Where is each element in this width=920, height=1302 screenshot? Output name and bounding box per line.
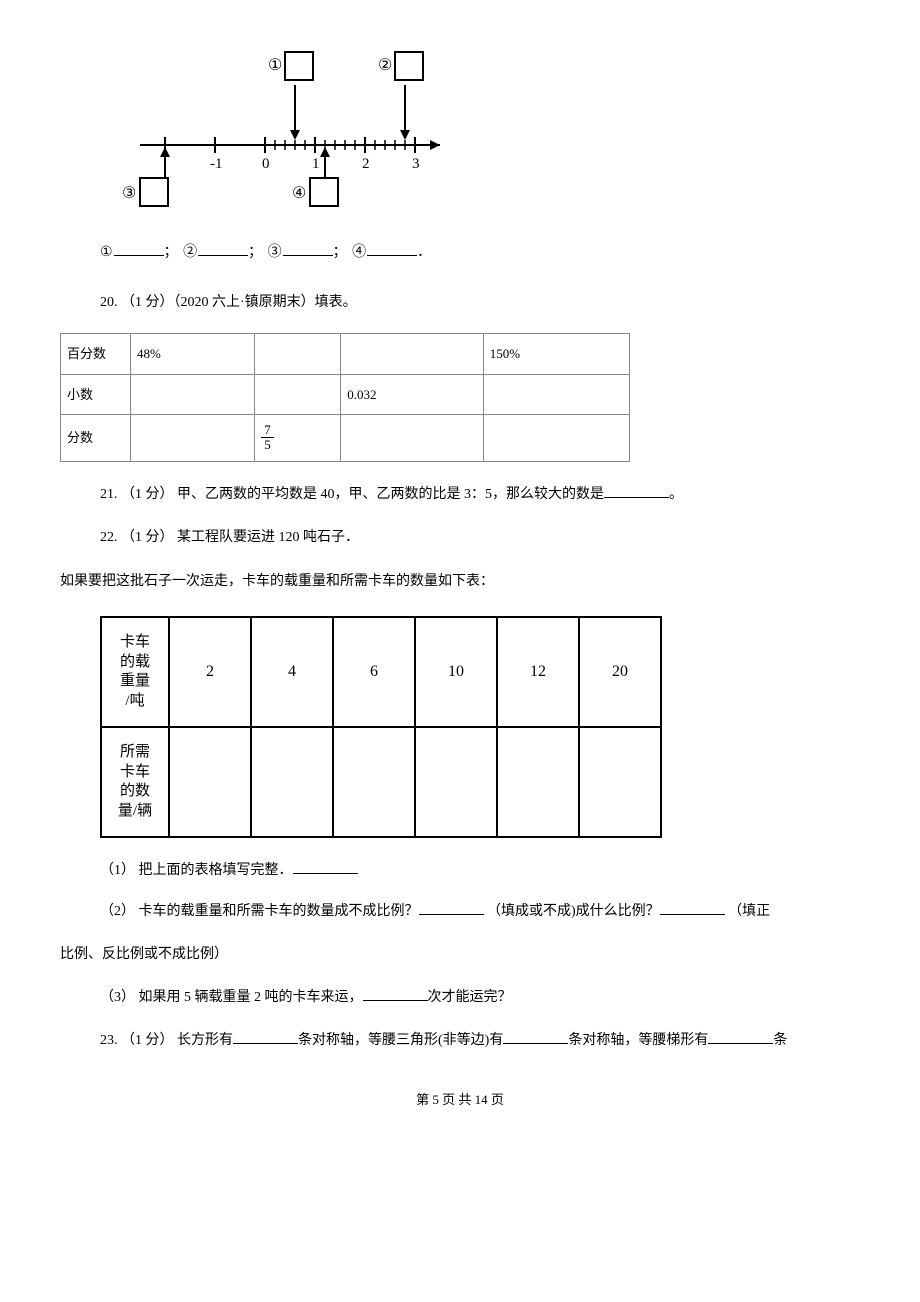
q20-cell[interactable] bbox=[483, 415, 629, 462]
q22-cell: 12 bbox=[497, 617, 579, 727]
marker-1-label: ① bbox=[268, 57, 282, 74]
q22-cell: 2 bbox=[169, 617, 251, 727]
q22-label: 22. （1 分） 某工程队要运进 120 吨石子． bbox=[100, 525, 860, 550]
q20-cell-fraction: 75 bbox=[255, 415, 341, 462]
axis-label-1: 1 bbox=[312, 156, 320, 172]
q22-sub2-blank1[interactable] bbox=[419, 901, 484, 915]
q22-table: 卡车的载重量/吨 2 4 6 10 12 20 所需卡车的数量/辆 bbox=[100, 616, 662, 838]
label-1: ① bbox=[100, 245, 114, 260]
q22-sub3: （3） 如果用 5 辆载重量 2 吨的卡车来运，次才能运完？ bbox=[100, 985, 860, 1010]
q20-row-header-1: 小数 bbox=[61, 374, 131, 414]
q20-table: 百分数 48% 150% 小数 0.032 分数 75 bbox=[60, 333, 630, 461]
q20-cell[interactable] bbox=[483, 374, 629, 414]
q21: 21. （1 分） 甲、乙两数的平均数是 40，甲、乙两数的比是 3：5，那么较… bbox=[100, 482, 860, 507]
q22-sub3-blank[interactable] bbox=[363, 987, 428, 1001]
q22-desc: 如果要把这批石子一次运走，卡车的载重量和所需卡车的数量如下表： bbox=[60, 568, 860, 596]
q22-sub1-blank[interactable] bbox=[293, 860, 358, 874]
q22-cell: 6 bbox=[333, 617, 415, 727]
q19-fill-blanks: ①； ②； ③； ④． bbox=[100, 240, 860, 265]
q20-cell[interactable] bbox=[341, 415, 484, 462]
q22-row2-header: 所需卡车的数量/辆 bbox=[101, 727, 169, 837]
q20-cell[interactable] bbox=[131, 415, 255, 462]
q22-cell[interactable] bbox=[497, 727, 579, 837]
q23: 23. （1 分） 长方形有条对称轴，等腰三角形(非等边)有条对称轴，等腰梯形有… bbox=[100, 1028, 860, 1053]
q22-sub2-line2: 比例、反比例或不成比例） bbox=[60, 941, 860, 969]
marker-2-label: ② bbox=[378, 57, 392, 74]
axis-label-2: 2 bbox=[362, 156, 370, 172]
q20-cell: 0.032 bbox=[341, 374, 484, 414]
marker-3-label: ③ bbox=[122, 185, 136, 202]
q22-cell[interactable] bbox=[579, 727, 661, 837]
q20-cell[interactable] bbox=[255, 334, 341, 374]
q21-blank[interactable] bbox=[604, 484, 669, 498]
q22-sub1: （1） 把上面的表格填写完整． bbox=[100, 858, 860, 883]
q23-blank1[interactable] bbox=[233, 1030, 298, 1044]
label-2: ② bbox=[183, 245, 198, 260]
label-4: ④ bbox=[352, 245, 367, 260]
q22-cell[interactable] bbox=[333, 727, 415, 837]
axis-label-3: 3 bbox=[412, 156, 420, 172]
q22-cell: 20 bbox=[579, 617, 661, 727]
q20-cell[interactable] bbox=[131, 374, 255, 414]
q20-row-header-2: 分数 bbox=[61, 415, 131, 462]
q20-row-header-0: 百分数 bbox=[61, 334, 131, 374]
blank-1[interactable] bbox=[114, 242, 164, 256]
q22-cell[interactable] bbox=[415, 727, 497, 837]
q23-blank2[interactable] bbox=[503, 1030, 568, 1044]
page-footer: 第 5 页 共 14 页 bbox=[60, 1088, 860, 1111]
marker-4-label: ④ bbox=[292, 185, 306, 202]
q20-cell: 150% bbox=[483, 334, 629, 374]
q22-cell: 4 bbox=[251, 617, 333, 727]
q20-cell[interactable] bbox=[341, 334, 484, 374]
blank-2[interactable] bbox=[198, 242, 248, 256]
q22-cell[interactable] bbox=[169, 727, 251, 837]
q22-sub2-blank2[interactable] bbox=[660, 901, 725, 915]
q20-label: 20. （1 分）（2020 六上·镇原期末）填表。 bbox=[100, 290, 860, 315]
q22-sub2: （2） 卡车的载重量和所需卡车的数量成不成比例？ （填成或不成)成什么比例？ （… bbox=[100, 899, 860, 924]
q23-blank3[interactable] bbox=[708, 1030, 773, 1044]
label-3: ③ bbox=[268, 245, 283, 260]
axis-label-0: 0 bbox=[262, 156, 270, 172]
blank-3[interactable] bbox=[283, 242, 333, 256]
number-line-diagram: -1 0 1 2 3 ① ② ③ ④ bbox=[110, 40, 470, 210]
blank-4[interactable] bbox=[367, 242, 417, 256]
q22-cell: 10 bbox=[415, 617, 497, 727]
q22-row1-header: 卡车的载重量/吨 bbox=[101, 617, 169, 727]
axis-label-neg1: -1 bbox=[210, 156, 223, 172]
q20-cell[interactable] bbox=[255, 374, 341, 414]
q20-cell: 48% bbox=[131, 334, 255, 374]
q22-cell[interactable] bbox=[251, 727, 333, 837]
